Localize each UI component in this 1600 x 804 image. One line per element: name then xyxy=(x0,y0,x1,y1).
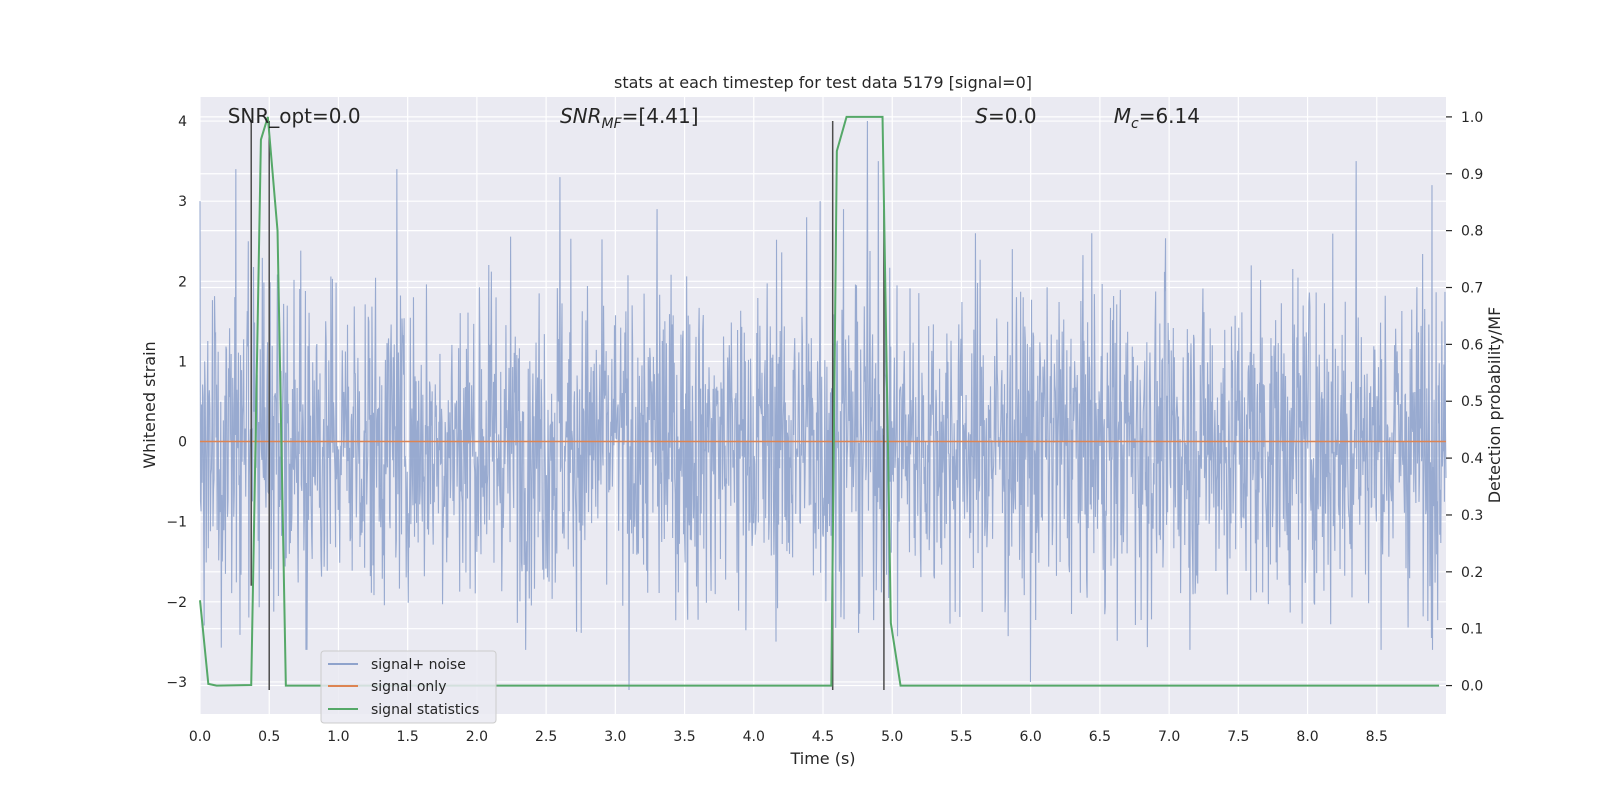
y-right-tick-label: 0.6 xyxy=(1461,337,1483,353)
y-left-tick-label: −3 xyxy=(166,675,187,691)
y-left-axis-ticks: 4 3 2 1 0 −1 −2 −3 xyxy=(166,114,187,691)
x-tick-label: 3.0 xyxy=(604,729,626,745)
x-tick-label: 4.5 xyxy=(812,729,834,745)
legend-box xyxy=(320,650,497,724)
y-left-tick-label: −1 xyxy=(166,515,187,531)
y-right-tick-label: 0.0 xyxy=(1461,679,1483,695)
x-tick-label: 0.0 xyxy=(189,729,211,745)
y-right-tick-label: 0.2 xyxy=(1461,565,1483,581)
x-tick-label: 8.5 xyxy=(1366,729,1388,745)
y-left-axis-label: Whitened strain xyxy=(140,341,159,468)
signal-noise-series xyxy=(199,121,1447,690)
x-tick-label: 5.0 xyxy=(881,729,903,745)
y-left-tick-label: 3 xyxy=(178,194,187,210)
x-tick-label: 2.0 xyxy=(466,729,488,745)
y-right-tick-label: 0.8 xyxy=(1461,224,1483,240)
y-right-tick-label: 1.0 xyxy=(1461,110,1483,126)
x-tick-label: 7.5 xyxy=(1227,729,1249,745)
y-right-tick-label: 0.3 xyxy=(1461,508,1483,524)
annotation-1: SNRMF=[4.41] xyxy=(560,104,699,132)
annotation-0: SNR_opt=0.0 xyxy=(228,104,361,128)
legend-label-signal-only: signal only xyxy=(371,679,446,695)
y-right-tick-label: 0.7 xyxy=(1461,281,1483,297)
x-tick-label: 1.0 xyxy=(327,729,349,745)
legend-label-signal-statistics: signal statistics xyxy=(371,702,479,718)
x-tick-label: 6.0 xyxy=(1020,729,1042,745)
x-axis-ticks: 0.0 0.5 1.0 1.5 2.0 2.5 3.0 3.5 4.0 4.5 5.0 5.5 6.0 6… xyxy=(189,729,1388,745)
annotation-2: S=0.0 xyxy=(975,104,1036,128)
y-left-tick-label: 0 xyxy=(178,435,187,451)
y-right-tick-label: 0.1 xyxy=(1461,622,1483,638)
signal-noise-line xyxy=(199,121,1447,690)
annotations: SNR_opt=0.0 SNRMF=[4.41] S=0.0 Mc=6.14 xyxy=(228,104,1200,132)
chart-title: stats at each timestep for test data 517… xyxy=(614,73,1032,92)
grid-layer xyxy=(199,97,1446,714)
x-axis-label: Time (s) xyxy=(789,749,855,768)
x-tick-label: 0.5 xyxy=(258,729,280,745)
x-tick-label: 1.5 xyxy=(397,729,419,745)
y-left-tick-label: −2 xyxy=(166,595,187,611)
legend-label-signal-noise: signal+ noise xyxy=(371,657,466,673)
y-right-axis-label: Detection probability/MF xyxy=(1485,307,1504,504)
y-right-axis-ticks: 1.0 0.9 0.8 0.7 0.6 0.5 0.4 0.3 0.2 0.1 0.0 xyxy=(1446,110,1483,695)
y-right-tick-label: 0.9 xyxy=(1461,167,1483,183)
y-left-tick-label: 1 xyxy=(178,354,187,370)
x-tick-label: 2.5 xyxy=(535,729,557,745)
y-left-tick-label: 2 xyxy=(178,274,187,290)
x-tick-label: 4.0 xyxy=(743,729,765,745)
x-tick-label: 6.5 xyxy=(1089,729,1111,745)
signal-statistics-series xyxy=(199,115,1440,687)
signal-statistics-line xyxy=(199,115,1440,687)
x-tick-label: 8.0 xyxy=(1296,729,1318,745)
y-right-tick-label: 0.4 xyxy=(1461,451,1483,467)
legend: signal+ noise signal only signal statist… xyxy=(320,650,497,724)
y-left-tick-label: 4 xyxy=(178,114,187,130)
x-tick-label: 5.5 xyxy=(950,729,972,745)
y-right-tick-label: 0.5 xyxy=(1461,394,1483,410)
annotation-3: Mc=6.14 xyxy=(1114,104,1200,132)
x-tick-label: 3.5 xyxy=(673,729,695,745)
x-tick-label: 7.0 xyxy=(1158,729,1180,745)
